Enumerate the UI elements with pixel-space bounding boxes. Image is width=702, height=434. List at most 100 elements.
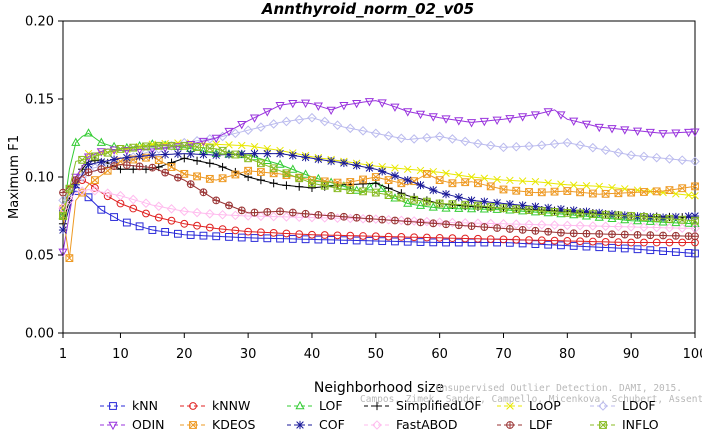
data-point-knnw xyxy=(576,237,584,246)
data-point-cof xyxy=(109,155,119,164)
series-kdeos xyxy=(59,153,699,263)
data-point-inflo xyxy=(652,213,661,222)
data-point-fastabod xyxy=(205,209,215,219)
data-point-ldof xyxy=(422,132,432,143)
data-point-fastabod xyxy=(281,212,292,222)
data-point-simplifiedlof xyxy=(167,158,176,167)
data-point-ldof xyxy=(281,116,292,127)
data-point-inflo xyxy=(320,181,329,190)
data-point-fastabod xyxy=(128,194,139,205)
data-point-knn xyxy=(212,232,221,241)
data-point-knn xyxy=(391,237,399,246)
data-point-kdeos xyxy=(486,182,495,191)
data-point-knnw xyxy=(640,238,648,247)
data-point-odin xyxy=(96,148,106,157)
data-point-ldof xyxy=(575,140,585,150)
data-point-inflo xyxy=(346,186,355,195)
y-tick-label: 0.00 xyxy=(25,327,54,342)
data-point-knnw xyxy=(320,231,329,239)
data-point-odin xyxy=(198,137,209,147)
data-point-fastabod xyxy=(677,223,688,233)
data-point-inflo xyxy=(499,204,508,213)
legend-item-inflo: INFLO xyxy=(590,417,659,432)
data-point-odin xyxy=(403,108,413,117)
series-inflo xyxy=(59,141,699,225)
data-point-ldof xyxy=(511,141,522,152)
data-point-kdeos xyxy=(678,184,687,193)
data-point-kdeos xyxy=(474,179,482,188)
data-point-cof xyxy=(378,167,387,176)
data-point-ldf xyxy=(288,208,297,217)
data-point-lof xyxy=(556,208,566,218)
data-point-ldf xyxy=(161,168,170,177)
data-point-odin xyxy=(237,121,247,130)
data-point-inflo xyxy=(91,152,99,161)
data-point-inflo xyxy=(142,142,150,151)
data-point-ldf xyxy=(250,208,259,217)
data-point-ldof xyxy=(409,134,419,144)
data-point-cof xyxy=(339,158,348,168)
data-point-odin xyxy=(505,115,515,124)
legend-label-lof: LOF xyxy=(319,398,343,413)
data-point-cof xyxy=(531,202,540,211)
data-point-cof xyxy=(237,149,246,158)
data-point-ldof xyxy=(383,131,394,141)
data-point-loop xyxy=(621,185,629,193)
data-point-lof xyxy=(377,183,387,192)
legend-item-simplifiedlof: SimplifiedLOF xyxy=(364,398,482,413)
data-point-knn xyxy=(557,241,565,250)
data-point-loop xyxy=(250,142,259,151)
data-point-knnw xyxy=(205,223,214,232)
data-point-ldof xyxy=(77,172,87,182)
data-point-inflo xyxy=(691,216,699,225)
data-point-fastabod xyxy=(651,222,662,233)
data-point-fastabod xyxy=(77,186,87,196)
data-point-lof xyxy=(313,173,323,183)
data-point-knnw xyxy=(333,231,342,240)
data-point-lof xyxy=(275,159,285,168)
data-point-ldof xyxy=(473,138,483,149)
data-point-knnw xyxy=(614,238,623,247)
data-point-loop xyxy=(403,165,412,173)
data-point-inflo xyxy=(295,174,304,183)
data-point-simplifiedlof xyxy=(205,159,214,168)
data-point-lof xyxy=(441,203,451,212)
data-point-knn xyxy=(301,235,310,244)
data-point-cof xyxy=(327,157,336,166)
data-point-knn xyxy=(544,240,553,249)
data-point-odin xyxy=(211,134,221,144)
legend-item-kdeos: KDEOS xyxy=(180,417,256,432)
data-point-knn xyxy=(84,193,93,202)
chart-title: Annthyroid_norm_02_v05 xyxy=(261,0,474,18)
data-point-simplifiedlof xyxy=(550,206,559,215)
data-point-knn xyxy=(263,234,272,243)
x-tick-label: 100 xyxy=(683,347,702,362)
data-point-cof xyxy=(263,149,272,158)
data-point-ldof xyxy=(434,131,445,142)
data-point-knn xyxy=(276,234,284,243)
data-point-inflo xyxy=(78,155,87,164)
data-point-knnw xyxy=(295,230,304,238)
data-point-inflo xyxy=(116,145,125,153)
data-point-ldof xyxy=(677,155,688,165)
data-point-ldof xyxy=(268,119,279,129)
data-point-kdeos xyxy=(550,187,559,196)
y-axis-label: Maximum F1 xyxy=(7,135,22,219)
data-point-knnw xyxy=(422,233,431,242)
data-point-ldof xyxy=(549,139,560,149)
data-point-fastabod xyxy=(217,209,228,220)
data-point-knnw xyxy=(269,228,278,237)
data-point-ldof xyxy=(205,134,215,144)
data-point-odin xyxy=(275,102,285,111)
data-point-lof xyxy=(262,155,272,164)
data-point-ldf xyxy=(569,229,578,238)
data-point-inflo xyxy=(205,144,214,153)
data-point-cof xyxy=(416,181,425,190)
data-point-inflo xyxy=(308,179,316,188)
data-point-odin xyxy=(581,120,592,130)
data-point-fastabod xyxy=(575,220,585,231)
data-point-simplifiedlof xyxy=(218,162,227,172)
data-point-inflo xyxy=(512,205,521,214)
data-point-fastabod xyxy=(639,222,649,233)
data-point-odin xyxy=(415,110,426,120)
